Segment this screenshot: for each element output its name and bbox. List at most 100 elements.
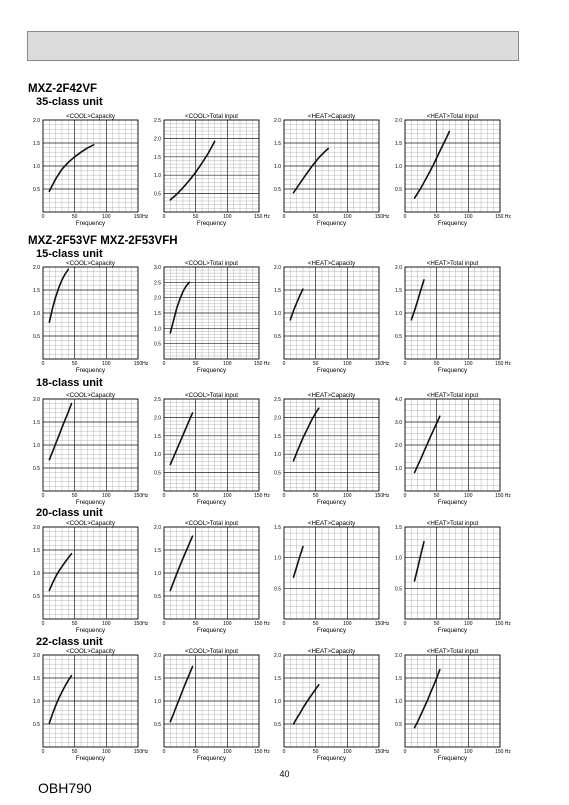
x-tick-label: 100 xyxy=(464,493,473,499)
plot-frame xyxy=(404,654,501,748)
x-axis-label: Frequency xyxy=(197,367,227,374)
y-tick-label: 1.5 xyxy=(33,548,40,554)
chart-4: <HEAT>Total input 0.5 1.0 1.5 2.0 0 50 100 150 H… xyxy=(395,113,511,227)
y-tick-label: 2.0 xyxy=(274,415,281,421)
x-tick-label: 0 xyxy=(404,493,407,499)
y-tick-label: 2.0 xyxy=(154,525,161,531)
series-line-1 xyxy=(413,415,441,474)
y-tick-label: 0.5 xyxy=(395,187,402,193)
x-tick-label: 150 Hz xyxy=(254,749,270,755)
major-grid xyxy=(284,120,379,212)
major-grid xyxy=(284,267,379,359)
chart-title: <COOL>Capacity xyxy=(66,648,116,655)
y-tick-label: 1.0 xyxy=(154,699,161,705)
y-tick-label: 1.0 xyxy=(274,164,281,170)
y-tick-label: 0.5 xyxy=(154,594,161,600)
x-tick-label: 50 xyxy=(72,621,78,627)
chart-title: <HEAT>Total input xyxy=(427,392,479,399)
x-tick-label: 100 xyxy=(102,361,111,367)
x-tick-label: 100 xyxy=(102,214,111,220)
x-axis-label: Frequency xyxy=(438,755,468,762)
y-tick-label: 1.0 xyxy=(154,173,161,179)
plot-area xyxy=(284,399,379,491)
x-tick-label: 50 xyxy=(72,214,78,220)
x-tick-label: 150 Hz xyxy=(254,214,270,220)
y-tick-label: 2.0 xyxy=(154,415,161,421)
chart-20: <HEAT>Total input 0.5 1.0 1.5 2.0 0 50 100 150 H… xyxy=(395,648,511,762)
y-tick-label: 1.5 xyxy=(154,311,161,317)
chart-11: <HEAT>Capacity 0.5 1.0 1.5 2.0 2.5 0 50 100 150Hz… xyxy=(274,392,390,506)
chart-title: <HEAT>Total input xyxy=(427,260,479,267)
x-tick-label: 0 xyxy=(42,621,45,627)
x-tick-label: 50 xyxy=(434,361,440,367)
series-line-1 xyxy=(413,130,451,199)
y-tick-label: 2.0 xyxy=(33,525,40,531)
series-line-1 xyxy=(292,545,304,579)
y-tick-label: 1.5 xyxy=(33,420,40,426)
chart-8: <HEAT>Total input 0.5 1.0 1.5 2.0 0 50 100 150 H… xyxy=(395,260,511,374)
x-tick-label: 100 xyxy=(223,493,232,499)
class-label-35: 35-class unit xyxy=(36,96,103,108)
y-tick-label: 1.0 xyxy=(395,699,402,705)
x-tick-label: 150Hz xyxy=(134,361,149,367)
model-label-mxz-2f42vf: MXZ-2F42VF xyxy=(28,83,98,95)
major-grid xyxy=(43,399,138,491)
class-label-18: 18-class unit xyxy=(36,377,103,389)
chart-19: <HEAT>Capacity 0.5 1.0 1.5 2.0 0 50 100 150Hz Fre… xyxy=(274,648,390,762)
x-tick-label: 150Hz xyxy=(375,214,390,220)
plot-frame xyxy=(283,119,380,213)
y-tick-label: 1.0 xyxy=(274,452,281,458)
major-grid xyxy=(164,655,259,747)
chart-17: <COOL>Capacity 0.5 1.0 1.5 2.0 0 50 100 150Hz Fre… xyxy=(33,648,149,762)
y-tick-label: 2.0 xyxy=(274,265,281,271)
x-tick-label: 0 xyxy=(404,749,407,755)
y-tick-label: 2.5 xyxy=(274,397,281,403)
plot-frame xyxy=(283,654,380,748)
x-tick-label: 100 xyxy=(464,621,473,627)
x-tick-label: 100 xyxy=(102,749,111,755)
series-line-1 xyxy=(289,288,304,321)
series-line-1 xyxy=(169,412,194,466)
x-tick-label: 150 Hz xyxy=(495,749,511,755)
y-tick-label: 2.5 xyxy=(154,118,161,124)
x-tick-label: 50 xyxy=(193,361,199,367)
x-tick-label: 0 xyxy=(163,214,166,220)
y-tick-label: 1.0 xyxy=(33,311,40,317)
x-axis-label: Frequency xyxy=(317,220,347,227)
x-tick-label: 100 xyxy=(343,493,352,499)
chart-title: <COOL>Total input xyxy=(185,520,238,527)
plot-frame xyxy=(404,266,501,360)
x-tick-label: 100 xyxy=(102,493,111,499)
x-axis-label: Frequency xyxy=(197,499,227,506)
x-tick-label: 50 xyxy=(193,621,199,627)
chart-title: <HEAT>Capacity xyxy=(308,260,356,267)
x-tick-label: 50 xyxy=(313,214,319,220)
series-line-1 xyxy=(292,407,320,462)
plot-frame xyxy=(404,398,501,492)
plot-frame xyxy=(163,398,260,492)
x-tick-label: 50 xyxy=(72,749,78,755)
y-tick-label: 2.0 xyxy=(33,118,40,124)
x-axis-label: Frequency xyxy=(76,499,106,506)
y-tick-label: 1.0 xyxy=(154,571,161,577)
x-tick-label: 50 xyxy=(193,214,199,220)
y-tick-label: 2.0 xyxy=(154,653,161,659)
x-tick-label: 150 Hz xyxy=(254,493,270,499)
y-tick-label: 0.5 xyxy=(274,187,281,193)
x-tick-label: 0 xyxy=(404,214,407,220)
y-tick-label: 1.5 xyxy=(154,155,161,161)
x-tick-label: 50 xyxy=(193,749,199,755)
chart-title: <COOL>Capacity xyxy=(66,392,116,399)
y-tick-label: 0.5 xyxy=(33,466,40,472)
x-tick-label: 0 xyxy=(163,493,166,499)
y-tick-label: 1.5 xyxy=(395,288,402,294)
series-line-1 xyxy=(48,674,73,724)
x-tick-label: 0 xyxy=(283,361,286,367)
chart-title: <HEAT>Total input xyxy=(427,113,479,120)
major-grid xyxy=(284,655,379,747)
y-tick-label: 0.5 xyxy=(274,471,281,477)
x-axis-label: Frequency xyxy=(197,220,227,227)
chart-16: <HEAT>Total input 0.5 1.0 1.5 0 50 100 150 Hz Fr… xyxy=(395,520,511,634)
x-axis-label: Frequency xyxy=(197,627,227,634)
y-tick-label: 2.0 xyxy=(274,653,281,659)
